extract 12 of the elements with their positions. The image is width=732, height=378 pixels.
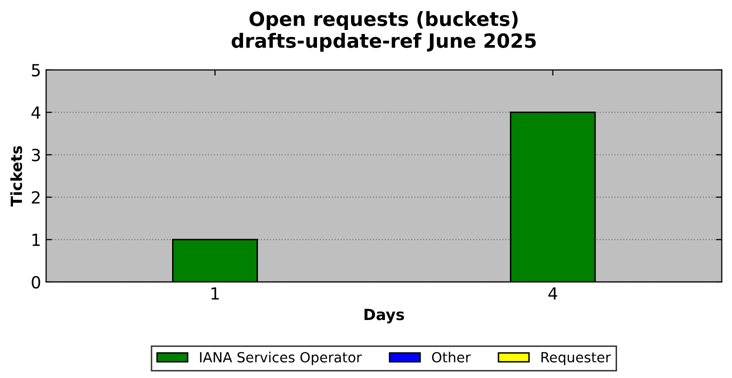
y-tick-label: 2 bbox=[32, 191, 40, 204]
y-tick-label: 0 bbox=[32, 276, 40, 289]
y-tick-label: 1 bbox=[32, 234, 40, 246]
y-axis-title: Tickets bbox=[10, 146, 22, 206]
legend-label: Other bbox=[432, 352, 471, 362]
legend-label: Requester bbox=[541, 352, 611, 366]
chart-title: Open requests (buckets) drafts-update-ref June 2025 bbox=[232, 11, 536, 52]
y-tick-label: 3 bbox=[32, 148, 40, 162]
x-axis-title: Days bbox=[364, 308, 404, 324]
y-tick-label: 5 bbox=[32, 64, 40, 76]
y-tick-label: 4 bbox=[31, 106, 40, 119]
legend-label: IANA Services Operator bbox=[200, 352, 362, 366]
